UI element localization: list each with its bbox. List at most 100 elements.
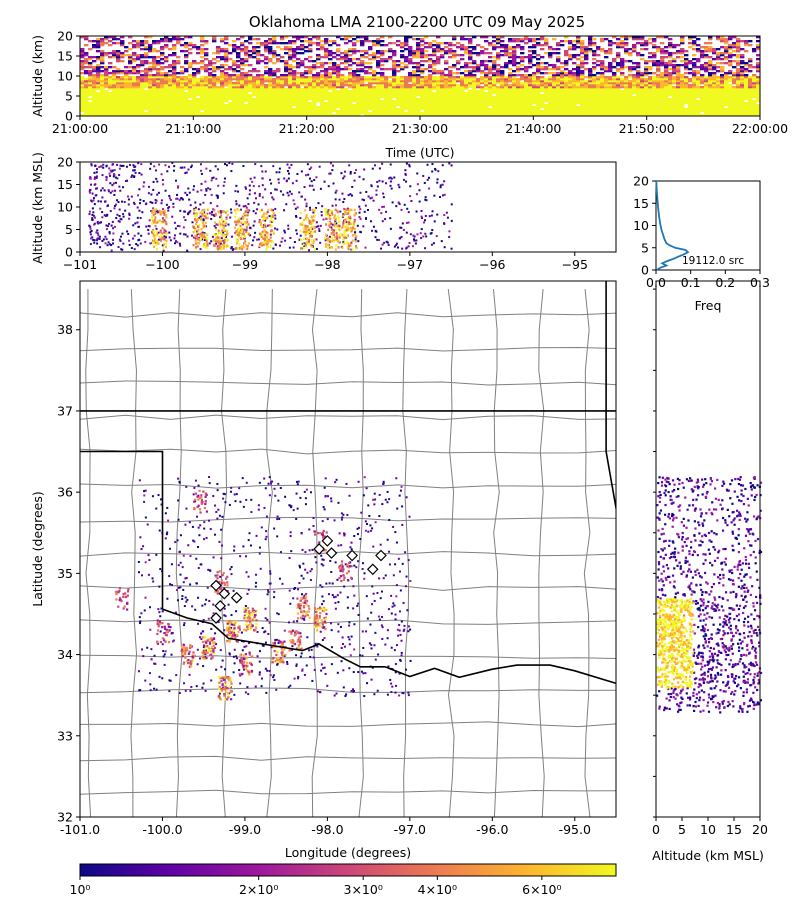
time-altitude-cell bbox=[464, 46, 469, 49]
time-altitude-cell bbox=[364, 80, 369, 83]
time-altitude-cell bbox=[676, 56, 681, 59]
time-altitude-cell bbox=[144, 70, 149, 73]
time-altitude-cell bbox=[436, 106, 441, 109]
time-altitude-cell bbox=[432, 78, 437, 81]
time-altitude-cell bbox=[620, 60, 625, 63]
time-altitude-cell bbox=[740, 110, 745, 113]
time-altitude-cell bbox=[440, 100, 445, 103]
time-altitude-cell bbox=[344, 62, 349, 65]
time-altitude-cell bbox=[376, 84, 381, 87]
time-altitude-cell bbox=[492, 46, 497, 49]
time-altitude-cell bbox=[308, 84, 313, 87]
time-altitude-cell bbox=[336, 50, 341, 53]
time-altitude-cell bbox=[556, 94, 561, 97]
time-altitude-cell bbox=[572, 102, 577, 105]
time-altitude-cell bbox=[408, 74, 413, 77]
time-altitude-cell bbox=[688, 42, 693, 45]
time-altitude-cell bbox=[700, 104, 705, 107]
time-altitude-cell bbox=[684, 114, 689, 117]
time-altitude-cell bbox=[224, 100, 229, 103]
time-altitude-cell bbox=[668, 54, 673, 57]
time-altitude-cell bbox=[476, 108, 481, 111]
time-altitude-cell bbox=[668, 90, 673, 93]
time-altitude-cell bbox=[532, 40, 537, 43]
time-altitude-cell bbox=[264, 76, 269, 79]
time-altitude-cell bbox=[480, 86, 485, 89]
time-altitude-cell bbox=[468, 42, 473, 45]
time-altitude-cell bbox=[100, 66, 105, 69]
time-altitude-cell bbox=[152, 104, 157, 107]
time-altitude-cell bbox=[224, 56, 229, 59]
time-altitude-cell bbox=[128, 84, 133, 87]
time-altitude-cell bbox=[704, 54, 709, 57]
time-altitude-cell bbox=[124, 54, 129, 57]
time-altitude-cell bbox=[656, 114, 661, 117]
time-altitude-cell bbox=[300, 108, 305, 111]
time-altitude-cell bbox=[532, 102, 537, 105]
time-altitude-cell bbox=[108, 96, 113, 99]
time-altitude-cell bbox=[248, 112, 253, 115]
time-altitude-cell bbox=[464, 62, 469, 65]
time-altitude-cell bbox=[316, 112, 321, 115]
time-altitude-cell bbox=[560, 78, 565, 81]
time-altitude-cell bbox=[292, 86, 297, 89]
time-altitude-cell bbox=[600, 68, 605, 71]
time-altitude-cell bbox=[608, 92, 613, 95]
time-altitude-cell bbox=[104, 82, 109, 85]
time-altitude-cell bbox=[92, 92, 97, 95]
time-altitude-cell bbox=[308, 70, 313, 73]
time-altitude-cell bbox=[512, 50, 517, 53]
time-altitude-cell bbox=[156, 56, 161, 59]
time-altitude-cell bbox=[312, 100, 317, 103]
time-altitude-cell bbox=[92, 98, 97, 101]
time-altitude-cell bbox=[748, 92, 753, 95]
time-altitude-cell bbox=[124, 84, 129, 87]
time-altitude-cell bbox=[536, 112, 541, 115]
time-altitude-cell bbox=[304, 46, 309, 49]
time-altitude-cell bbox=[452, 94, 457, 97]
time-altitude-cell bbox=[356, 108, 361, 111]
time-altitude-cell bbox=[224, 104, 229, 107]
time-altitude-cell bbox=[556, 112, 561, 115]
time-altitude-cell bbox=[456, 100, 461, 103]
time-altitude-cell bbox=[244, 54, 249, 57]
time-altitude-cell bbox=[384, 86, 389, 89]
time-altitude-cell bbox=[220, 50, 225, 53]
time-altitude-cell bbox=[504, 96, 509, 99]
time-altitude-cell bbox=[592, 102, 597, 105]
time-altitude-cell bbox=[356, 112, 361, 115]
time-altitude-cell bbox=[596, 104, 601, 107]
time-altitude-cell bbox=[404, 36, 409, 39]
time-altitude-cell bbox=[512, 74, 517, 77]
time-altitude-cell bbox=[276, 102, 281, 105]
time-altitude-cell bbox=[120, 36, 125, 39]
time-altitude-cell bbox=[580, 52, 585, 55]
time-altitude-cell bbox=[700, 78, 705, 81]
time-altitude-cell bbox=[380, 52, 385, 55]
time-altitude-cell bbox=[376, 52, 381, 55]
time-altitude-cell bbox=[96, 82, 101, 85]
time-altitude-cell bbox=[244, 78, 249, 81]
time-altitude-cell bbox=[152, 110, 157, 113]
time-altitude-cell bbox=[712, 98, 717, 101]
time-altitude-cell bbox=[128, 90, 133, 93]
time-altitude-cell bbox=[124, 102, 129, 105]
time-altitude-cell bbox=[428, 90, 433, 93]
time-altitude-cell bbox=[376, 100, 381, 103]
time-altitude-cell bbox=[428, 94, 433, 97]
time-altitude-cell bbox=[720, 46, 725, 49]
time-altitude-cell bbox=[460, 58, 465, 61]
time-altitude-cell bbox=[288, 84, 293, 87]
time-altitude-cell bbox=[712, 58, 717, 61]
time-altitude-cell bbox=[412, 86, 417, 89]
time-altitude-cell bbox=[564, 52, 569, 55]
time-altitude-cell bbox=[368, 86, 373, 89]
time-altitude-cell bbox=[172, 38, 177, 41]
time-altitude-cell bbox=[324, 52, 329, 55]
time-altitude-cell bbox=[692, 106, 697, 109]
time-altitude-cell bbox=[228, 82, 233, 85]
time-altitude-cell bbox=[172, 94, 177, 97]
time-altitude-cell bbox=[460, 112, 465, 115]
time-altitude-cell bbox=[340, 88, 345, 91]
time-altitude-cell bbox=[316, 36, 321, 39]
